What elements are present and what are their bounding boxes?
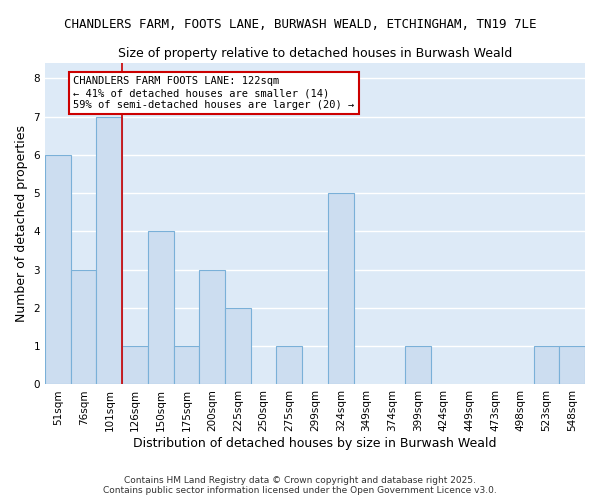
X-axis label: Distribution of detached houses by size in Burwash Weald: Distribution of detached houses by size … — [133, 437, 497, 450]
Text: Contains public sector information licensed under the Open Government Licence v3: Contains public sector information licen… — [103, 486, 497, 495]
Bar — [405, 346, 431, 385]
Bar — [199, 270, 225, 384]
Bar — [148, 232, 173, 384]
Bar — [173, 346, 199, 385]
Bar — [277, 346, 302, 385]
Text: Contains HM Land Registry data © Crown copyright and database right 2025.: Contains HM Land Registry data © Crown c… — [124, 476, 476, 485]
Bar — [533, 346, 559, 385]
Bar — [122, 346, 148, 385]
Bar — [45, 155, 71, 384]
Bar — [559, 346, 585, 385]
Bar — [97, 116, 122, 384]
Bar — [328, 193, 353, 384]
Bar — [225, 308, 251, 384]
Text: CHANDLERS FARM, FOOTS LANE, BURWASH WEALD, ETCHINGHAM, TN19 7LE: CHANDLERS FARM, FOOTS LANE, BURWASH WEAL… — [64, 18, 536, 30]
Bar — [71, 270, 97, 384]
Title: Size of property relative to detached houses in Burwash Weald: Size of property relative to detached ho… — [118, 48, 512, 60]
Y-axis label: Number of detached properties: Number of detached properties — [15, 126, 28, 322]
Text: CHANDLERS FARM FOOTS LANE: 122sqm
← 41% of detached houses are smaller (14)
59% : CHANDLERS FARM FOOTS LANE: 122sqm ← 41% … — [73, 76, 355, 110]
